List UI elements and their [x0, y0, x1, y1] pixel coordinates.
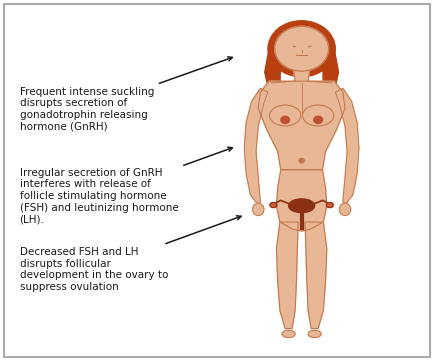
Text: Decreased FSH and LH
disrupts follicular
development in the ovary to
suppress ov: Decreased FSH and LH disrupts follicular… — [20, 216, 241, 292]
Circle shape — [281, 116, 289, 123]
Ellipse shape — [270, 203, 277, 208]
Text: Frequent intense suckling
disrupts secretion of
gonadotrophin releasing
hormone : Frequent intense suckling disrupts secre… — [20, 57, 232, 131]
Ellipse shape — [282, 330, 295, 338]
Ellipse shape — [326, 203, 333, 208]
Polygon shape — [258, 81, 345, 170]
Polygon shape — [294, 71, 309, 81]
Polygon shape — [276, 222, 298, 329]
Ellipse shape — [289, 199, 315, 213]
Ellipse shape — [268, 21, 335, 77]
Text: Irregular secretion of GnRH
interferes with release of
follicle stimulating horm: Irregular secretion of GnRH interferes w… — [20, 147, 232, 224]
Polygon shape — [244, 88, 268, 202]
Ellipse shape — [253, 203, 264, 216]
Circle shape — [299, 158, 304, 163]
Ellipse shape — [270, 105, 301, 126]
Ellipse shape — [302, 105, 334, 126]
Circle shape — [275, 26, 329, 71]
Circle shape — [314, 116, 322, 123]
Ellipse shape — [308, 330, 321, 338]
Polygon shape — [305, 222, 327, 329]
Ellipse shape — [339, 203, 351, 216]
Polygon shape — [276, 170, 327, 231]
Polygon shape — [265, 49, 281, 97]
Polygon shape — [335, 88, 359, 202]
Polygon shape — [322, 49, 339, 97]
